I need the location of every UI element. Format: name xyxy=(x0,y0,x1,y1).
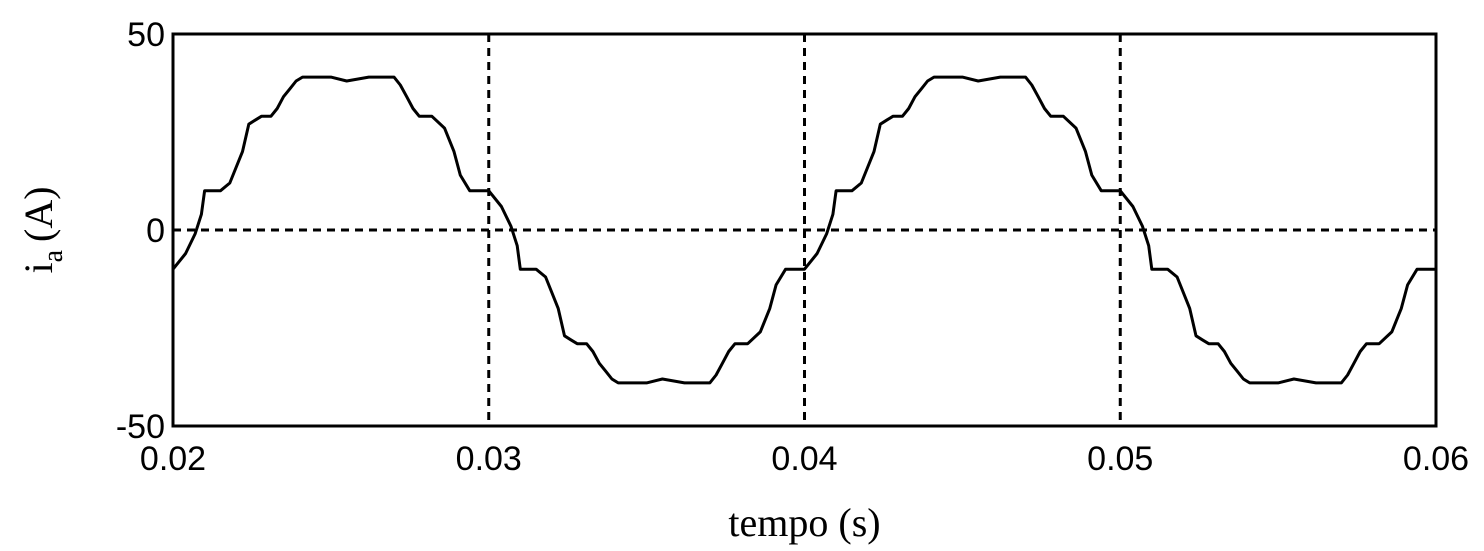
y-axis-label-subscript: a xyxy=(38,249,69,262)
y-axis-label-unit: (A) xyxy=(16,186,61,242)
plot-frame xyxy=(171,32,1438,428)
x-tick-label: 0.04 xyxy=(771,440,837,478)
x-axis-label: tempo (s) xyxy=(728,500,880,545)
grid-lines xyxy=(173,34,1436,426)
series-line xyxy=(171,75,1436,385)
y-tick-label: 0 xyxy=(146,212,165,250)
x-tick-label: 0.06 xyxy=(1403,440,1469,478)
y-axis-label-main: i xyxy=(16,262,61,273)
x-tick-label: 0.05 xyxy=(1087,440,1153,478)
y-tick-label: 50 xyxy=(127,16,165,54)
y-tick-label: -50 xyxy=(116,408,165,446)
x-tick-label: 0.02 xyxy=(140,440,206,478)
tick-labels: 0.02 0.03 0.04 0.05 0.06 50 0 -50 xyxy=(116,16,1469,478)
x-tick-label: 0.03 xyxy=(456,440,522,478)
y-axis-label: ia (A) xyxy=(16,186,69,273)
